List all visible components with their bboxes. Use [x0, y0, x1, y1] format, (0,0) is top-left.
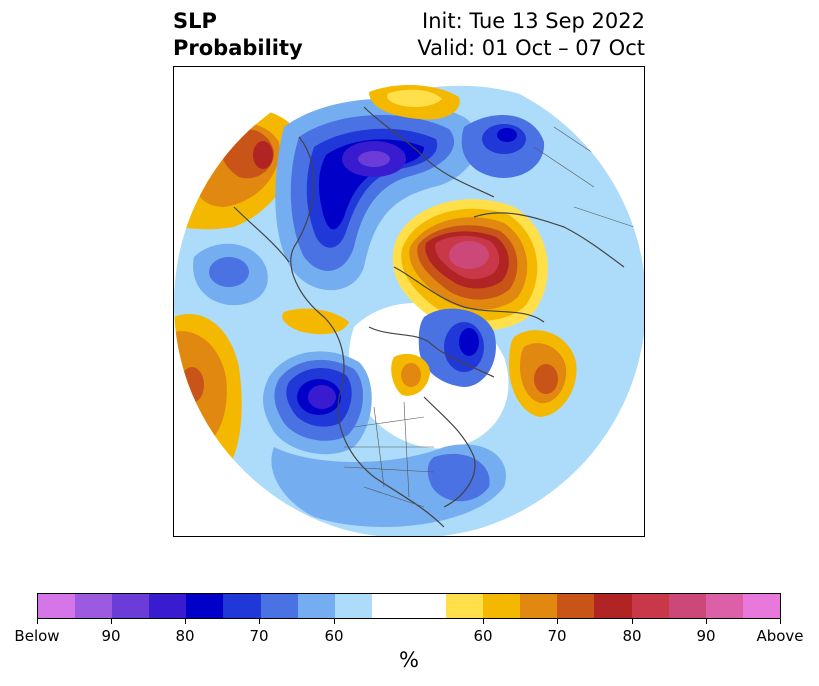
colorbar-tick-label: 60	[473, 627, 493, 645]
colorbar-tick	[37, 619, 38, 624]
colorbar-tick-label: Below	[14, 627, 60, 645]
colorbar-swatch	[668, 594, 706, 618]
title-line-2: Probability	[173, 36, 303, 60]
colorbar-tick	[706, 619, 707, 624]
colorbar-swatch	[223, 594, 261, 618]
colorbar-swatch	[260, 594, 298, 618]
probability-map	[173, 66, 645, 537]
colorbar-swatch	[149, 594, 187, 618]
colorbar-tick	[557, 619, 558, 624]
colorbar-swatch	[75, 594, 113, 618]
colorbar-swatch	[297, 594, 335, 618]
init-date: Init: Tue 13 Sep 2022	[422, 9, 645, 33]
colorbar-tick	[259, 619, 260, 624]
colorbar-swatch	[334, 594, 372, 618]
colorbar-tick	[334, 619, 335, 624]
forecast-dates: Init: Tue 13 Sep 2022 Valid: 01 Oct – 07…	[417, 8, 645, 62]
colorbar-tick	[632, 619, 633, 624]
map-title: SLP Probability	[173, 8, 303, 62]
colorbar-tick-label: 90	[696, 627, 716, 645]
colorbar-swatch	[38, 594, 76, 618]
coastlines	[233, 106, 625, 528]
colorbar-unit-label: %	[399, 648, 419, 672]
colorbar-tick	[483, 619, 484, 624]
colorbar-tick	[111, 619, 112, 624]
colorbar-tick-label: 70	[547, 627, 567, 645]
colorbar-tick	[780, 619, 781, 624]
colorbar-swatch	[371, 594, 447, 618]
colorbar-tick-label: Above	[756, 627, 804, 645]
colorbar-swatch	[631, 594, 669, 618]
colorbar-tick-label: 80	[175, 627, 195, 645]
colorbar-tick-label: 80	[622, 627, 642, 645]
colorbar-swatch	[186, 594, 224, 618]
colorbar-tick	[185, 619, 186, 624]
colorbar-swatch	[483, 594, 521, 618]
colorbar-swatch	[594, 594, 632, 618]
colorbar-swatch	[705, 594, 743, 618]
map-svg	[174, 67, 644, 536]
colorbar-swatch	[112, 594, 150, 618]
colorbar-tick-label: 90	[101, 627, 121, 645]
colorbar-tick-label: 60	[324, 627, 344, 645]
valid-date: Valid: 01 Oct – 07 Oct	[417, 36, 645, 60]
colorbar	[37, 593, 781, 619]
colorbar-swatch	[557, 594, 595, 618]
colorbar-tick-label: 70	[249, 627, 269, 645]
title-line-1: SLP	[173, 9, 217, 33]
colorbar-swatch	[742, 594, 780, 618]
colorbar-swatch	[520, 594, 558, 618]
colorbar-swatch	[446, 594, 484, 618]
